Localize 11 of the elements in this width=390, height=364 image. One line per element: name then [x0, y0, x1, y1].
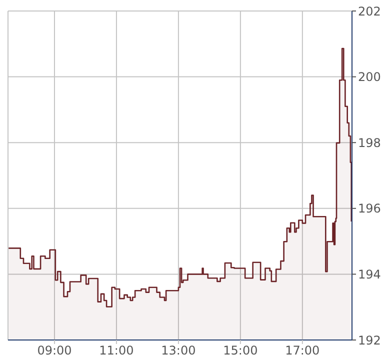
x-tick-label: 11:00: [99, 344, 134, 358]
y-tick-label: 198: [358, 136, 381, 150]
y-tick-label: 196: [358, 202, 381, 216]
y-tick-label: 200: [358, 70, 381, 84]
y-tick-label: 202: [358, 4, 381, 18]
x-tick-label: 17:00: [285, 344, 320, 358]
y-tick-label: 194: [358, 267, 381, 282]
x-tick-label: 13:00: [161, 344, 196, 358]
x-tick-label: 09:00: [37, 344, 72, 358]
y-tick-label: 192: [358, 333, 381, 348]
x-tick-label: 15:00: [223, 344, 258, 358]
